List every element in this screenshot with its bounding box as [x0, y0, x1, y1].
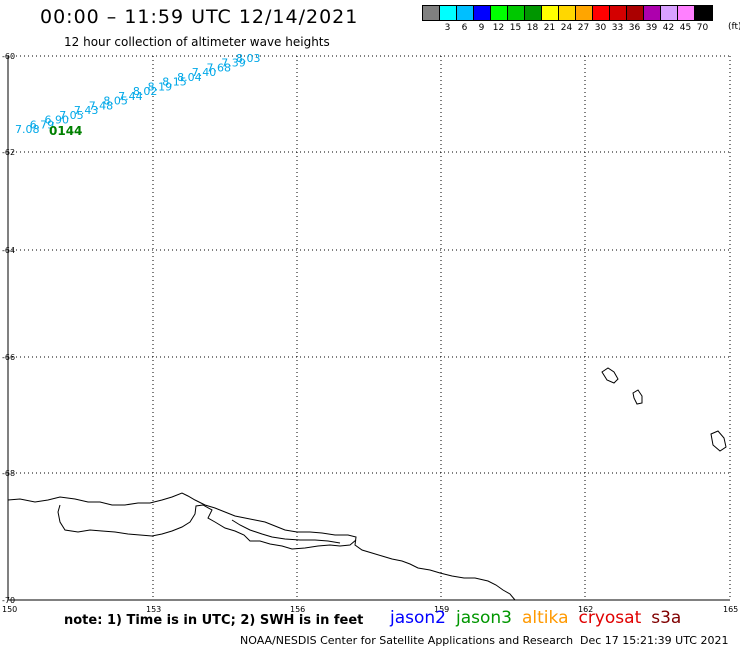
color-scale-label: 21: [543, 23, 556, 33]
island-1: [601, 367, 619, 384]
color-scale-label: 9: [478, 23, 485, 33]
footer-timestamp: Dec 17 15:21:39 UTC 2021: [580, 634, 729, 647]
longitude-label: 165: [723, 605, 738, 614]
legend-s3a: s3a: [651, 608, 682, 628]
wave-height-value: 7.39: [221, 57, 246, 70]
color-swatch: [610, 6, 627, 20]
footer-credit: NOAA/NESDIS Center for Satellite Applica…: [240, 634, 574, 647]
page-title: 00:00 – 11:59 UTC 12/14/2021: [40, 6, 359, 28]
color-scale-unit: (ft): [728, 22, 740, 32]
longitude-label: 153: [146, 605, 161, 614]
antarctic-coastline: [7, 492, 516, 601]
latitude-label: -64: [2, 246, 15, 255]
latitude-label: -68: [2, 469, 15, 478]
pass-time-label: 0144: [49, 124, 82, 138]
altimeter-track: 7.086.796.907.057.437.488.057.448.028.19…: [15, 52, 261, 138]
legend-jason3: jason3: [456, 608, 512, 628]
longitude-label: 150: [2, 605, 17, 614]
wave-height-value: 8.19: [148, 80, 173, 93]
color-swatch: [559, 6, 576, 20]
color-swatch: [661, 6, 678, 20]
color-swatch: [593, 6, 610, 20]
color-scale-label: 45: [679, 23, 692, 33]
wave-height-value: 7.44: [118, 90, 143, 103]
color-scale-label: 27: [577, 23, 590, 33]
color-swatch: [525, 6, 542, 20]
longitude-label: 159: [434, 605, 449, 614]
legend-altika: altika: [522, 608, 569, 628]
color-swatch: [678, 6, 695, 20]
graticule: [8, 55, 731, 600]
latitude-labels: -60 -62 -64 -66 -68 -70: [2, 52, 15, 605]
color-scale-label: 24: [560, 23, 573, 33]
wave-height-value: 8.15: [162, 76, 187, 89]
map-frame: [7, 56, 730, 601]
wave-height-value: 7.05: [59, 109, 83, 122]
wave-height-value: 8.03: [236, 52, 261, 65]
wave-height-value: 7.08: [15, 123, 40, 136]
color-scale-labels: 3 6 9 12 15 18 21 24 27 30 33 36 39 42 45 70: [422, 23, 713, 33]
latitude-label: -66: [2, 353, 15, 362]
color-scale-label: 39: [645, 23, 658, 33]
color-scale-label: 6: [461, 23, 468, 33]
color-swatch: [457, 6, 474, 20]
wave-height-value: 7.68: [207, 62, 232, 75]
satellite-legend: jason2 jason3 altika cryosat s3a: [390, 608, 691, 628]
wave-height-value: 6.90: [45, 114, 70, 127]
island-2: [632, 389, 643, 405]
color-scale-label: 70: [696, 23, 709, 33]
color-swatch: [644, 6, 661, 20]
island-3: [710, 430, 727, 452]
coast-shelf: [231, 519, 341, 544]
note-text: note: 1) Time is in UTC; 2) SWH is in fe…: [64, 613, 364, 628]
color-swatch: [576, 6, 593, 20]
wave-height-value: 8.05: [103, 95, 128, 108]
longitude-label: 162: [578, 605, 593, 614]
color-scale-label: 30: [594, 23, 607, 33]
color-swatch: [491, 6, 508, 20]
longitude-labels: 150 153 156 159 162 165: [2, 605, 738, 614]
wave-height-value: 7.48: [89, 99, 114, 112]
color-scale-label: 15: [509, 23, 522, 33]
legend-cryosat: cryosat: [578, 608, 642, 628]
latitude-label: -70: [2, 596, 15, 605]
color-swatch: [423, 6, 440, 20]
color-swatch: [440, 6, 457, 20]
color-scale-label: 3: [444, 23, 451, 33]
color-swatch: [474, 6, 491, 20]
color-swatch: [508, 6, 525, 20]
wave-height-value: 7.43: [74, 104, 99, 117]
color-swatch: [627, 6, 644, 20]
color-scale-label: 18: [526, 23, 539, 33]
color-scale-swatches: [422, 5, 713, 21]
color-swatch: [695, 6, 712, 20]
latitude-label: -60: [2, 52, 15, 61]
wave-height-value: 6.79: [30, 118, 55, 131]
color-scale-label: 42: [662, 23, 675, 33]
longitude-label: 156: [290, 605, 305, 614]
legend-jason2: jason2: [390, 608, 446, 628]
coastline: [7, 367, 727, 601]
color-scale-label: 12: [492, 23, 505, 33]
wave-height-value: 7.40: [192, 66, 217, 79]
color-scale-label: 33: [611, 23, 624, 33]
color-scale-label: 36: [628, 23, 641, 33]
latitude-label: -62: [2, 148, 15, 157]
page-subtitle: 12 hour collection of altimeter wave hei…: [64, 35, 330, 49]
color-scale-label: [422, 23, 439, 33]
color-swatch: [542, 6, 559, 20]
wave-height-value: 8.04: [177, 71, 202, 84]
coast-inlet: [57, 504, 357, 550]
wave-height-value: 8.02: [133, 85, 158, 98]
